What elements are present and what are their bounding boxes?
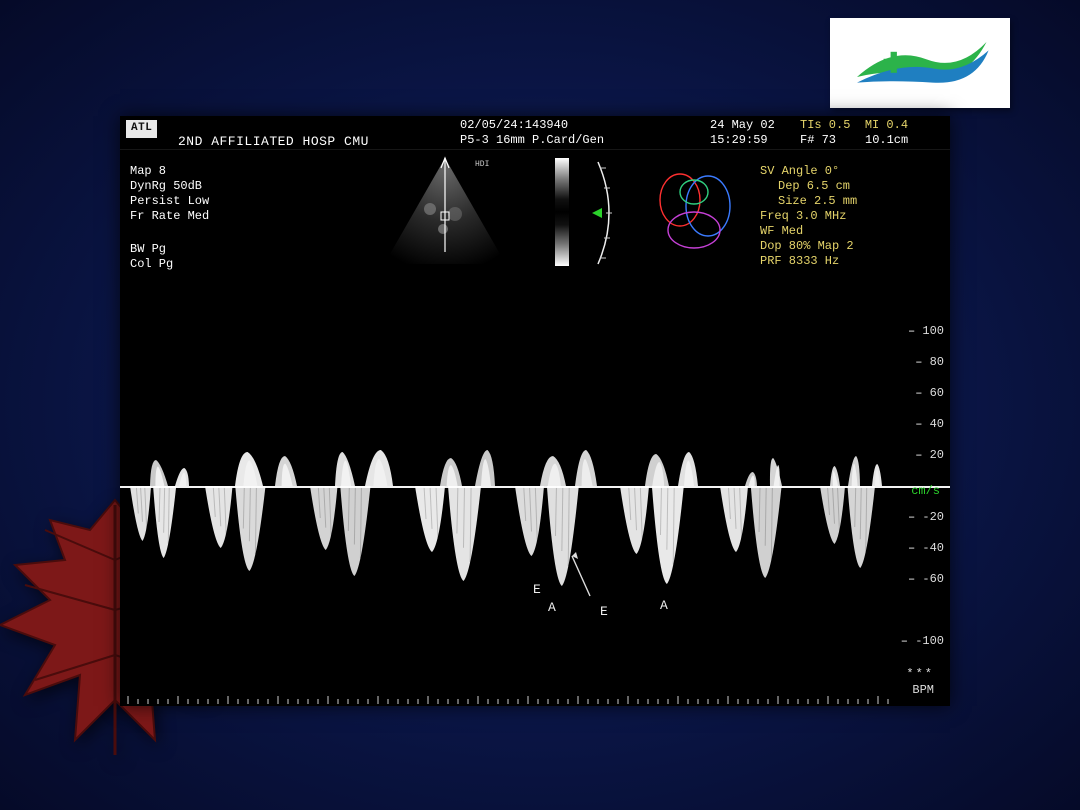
frrate: Fr Rate Med bbox=[130, 209, 209, 224]
bpm-value: *** bbox=[906, 667, 934, 682]
ultrasound-screen: ATL 2ND AFFILIATED HOSP CMU 02/05/24:143… bbox=[120, 116, 950, 706]
time: 15:29:59 bbox=[710, 133, 775, 148]
sv-angle: SV Angle 0° bbox=[760, 164, 857, 179]
header-col-depth: 10.1cm bbox=[865, 118, 908, 148]
left-params: Map 8 DynRg 50dB Persist Low Fr Rate Med… bbox=[130, 164, 209, 272]
dynrg: DynRg 50dB bbox=[130, 179, 209, 194]
grayscale-bar bbox=[555, 158, 569, 266]
header-col-date: 24 May 02 15:29:59 bbox=[710, 118, 775, 148]
depth-arc bbox=[590, 158, 630, 268]
bpm-label: BPM bbox=[912, 683, 934, 698]
col-pg: Col Pg bbox=[130, 257, 209, 272]
right-params: SV Angle 0° Dep 6.5 cm Size 2.5 mm Freq … bbox=[760, 164, 857, 269]
exam-id: 02/05/24:143940 bbox=[460, 118, 604, 133]
depth-cm: 10.1cm bbox=[865, 133, 908, 148]
freq: Freq 3.0 MHz bbox=[760, 209, 857, 224]
persist: Persist Low bbox=[130, 194, 209, 209]
hdi-label: HDI bbox=[475, 160, 489, 169]
us-header: ATL 2ND AFFILIATED HOSP CMU 02/05/24:143… bbox=[120, 116, 950, 150]
sv-dep: Dep 6.5 cm bbox=[760, 179, 857, 194]
time-ticks bbox=[120, 694, 895, 702]
hospital-name: 2ND AFFILIATED HOSP CMU bbox=[178, 134, 369, 150]
sv-size: Size 2.5 mm bbox=[760, 194, 857, 209]
prf: PRF 8333 Hz bbox=[760, 254, 857, 269]
date: 24 May 02 bbox=[710, 118, 775, 133]
bw-pg: BW Pg bbox=[130, 242, 209, 257]
map: Map 8 bbox=[130, 164, 209, 179]
pointer-arrow bbox=[120, 286, 900, 674]
wf: WF Med bbox=[760, 224, 857, 239]
hospital-logo bbox=[830, 18, 1010, 108]
sector-thumbnail: HDI bbox=[375, 154, 515, 264]
tis: TIs 0.5 bbox=[800, 118, 850, 132]
anatomy-outline bbox=[650, 162, 738, 262]
hospital-logo-svg bbox=[845, 28, 995, 98]
probe-preset: P5-3 16mm P.Card/Gen bbox=[460, 133, 604, 148]
brand-badge: ATL bbox=[126, 120, 157, 138]
header-col-datetime: 02/05/24:143940 P5-3 16mm P.Card/Gen bbox=[460, 118, 604, 148]
dop-map: Dop 80% Map 2 bbox=[760, 239, 857, 254]
